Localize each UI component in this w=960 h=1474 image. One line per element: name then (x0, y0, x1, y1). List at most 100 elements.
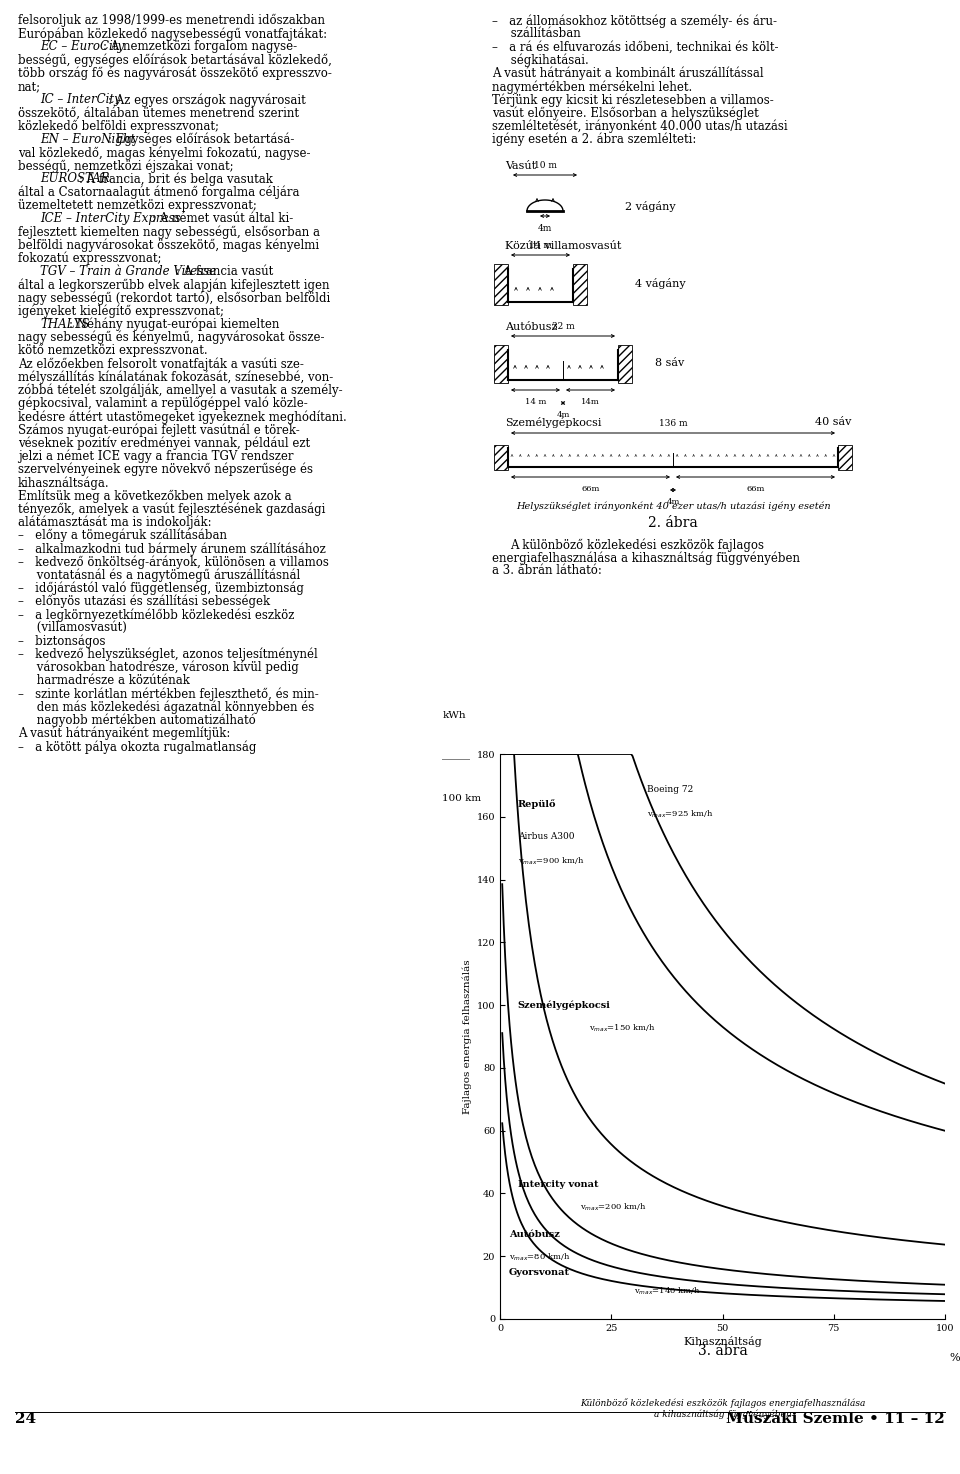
Text: –   biztonságos: – biztonságos (18, 634, 106, 649)
Text: Az előzőekben felsorolt vonatfajták a vasúti sze-: Az előzőekben felsorolt vonatfajták a va… (18, 357, 304, 370)
Text: 2 vágány: 2 vágány (625, 200, 676, 211)
Text: –   előnyös utazási és szállítási sebességek: – előnyös utazási és szállítási sebesség… (18, 595, 270, 609)
Text: Repülő: Repülő (517, 799, 556, 809)
Text: TGV – Train à Grande Vitesse: TGV – Train à Grande Vitesse (40, 265, 216, 277)
Bar (618, 345, 632, 383)
Text: THALYS: THALYS (40, 317, 89, 330)
Text: vasút előnyeire. Elsősorban a helyszükséglet: vasút előnyeire. Elsősorban a helyszüksé… (492, 106, 758, 119)
Text: v$_{max}$=140 km/h: v$_{max}$=140 km/h (634, 1285, 700, 1297)
Text: : A német vasút által ki-: : A német vasút által ki- (152, 212, 293, 226)
Bar (838, 445, 852, 470)
Text: 100 km: 100 km (443, 793, 481, 802)
Text: 2. ábra: 2. ábra (648, 516, 698, 531)
Text: városokban hatodrésze, városon kívül pedig: városokban hatodrésze, városon kívül ped… (18, 660, 299, 674)
Text: a 3. ábrán látható:: a 3. ábrán látható: (492, 565, 602, 578)
Text: szállításban: szállításban (492, 27, 581, 40)
Text: v$_{max}$=925 km/h: v$_{max}$=925 km/h (647, 809, 713, 820)
Text: : A francia, brit és belga vasutak: : A francia, brit és belga vasutak (79, 172, 273, 186)
Text: 8 sáv: 8 sáv (655, 358, 684, 368)
Text: szervelvényeinek egyre növekvő népszerűsége és: szervelvényeinek egyre növekvő népszerűs… (18, 463, 313, 476)
Text: : Az egyes országok nagyvárosait: : Az egyes országok nagyvárosait (108, 93, 305, 106)
Text: 66m: 66m (746, 485, 765, 492)
Text: –   alkalmazkodni tud bármely árunem szállításához: – alkalmazkodni tud bármely árunem száll… (18, 542, 325, 556)
Text: EN – EuroNight: EN – EuroNight (40, 133, 135, 146)
Text: –   a kötött pálya okozta rugalmatlanság: – a kötött pálya okozta rugalmatlanság (18, 740, 256, 753)
Text: fokozatú expresszvonat;: fokozatú expresszvonat; (18, 252, 161, 265)
Text: : A nemzetközi forgalom nagyse-: : A nemzetközi forgalom nagyse- (103, 40, 298, 53)
Text: v$_{max}$=150 km/h: v$_{max}$=150 km/h (589, 1023, 656, 1033)
Text: 4 vágány: 4 vágány (635, 277, 685, 289)
Text: IC – InterCity: IC – InterCity (40, 93, 121, 106)
Text: jelzi a német ICE vagy a francia TGV rendszer: jelzi a német ICE vagy a francia TGV ren… (18, 450, 294, 463)
Text: –   szinte korlátlan mértékben fejleszthető, és min-: – szinte korlátlan mértékben fejleszthet… (18, 687, 319, 700)
Text: Különböző közlekedési eszközök fajlagos energiafelhasználása
a kihasználtság füg: Különböző közlekedési eszközök fajlagos … (580, 1399, 865, 1419)
Text: összekötő, általában ütemes menetrend szerint: összekötő, általában ütemes menetrend sz… (18, 106, 299, 119)
Text: igényeket kielégítő expresszvonat;: igényeket kielégítő expresszvonat; (18, 305, 224, 318)
Text: %: % (949, 1353, 960, 1363)
Text: Közúti villamosvasút: Közúti villamosvasút (505, 242, 621, 251)
Text: Autóbusz: Autóbusz (505, 321, 558, 332)
Text: –   a legkörnyezetkímélőbb közlekedési eszköz: – a legkörnyezetkímélőbb közlekedési esz… (18, 607, 295, 622)
Text: alátámasztását ma is indokolják:: alátámasztását ma is indokolják: (18, 516, 211, 529)
Text: 24: 24 (15, 1412, 36, 1425)
Text: EC – EuroCity: EC – EuroCity (40, 40, 124, 53)
Text: Intercity vonat: Intercity vonat (517, 1181, 598, 1190)
Text: v$_{max}$=200 km/h: v$_{max}$=200 km/h (580, 1201, 647, 1213)
Text: Számos nyugat-európai fejlett vasútnál e törek-: Számos nyugat-európai fejlett vasútnál e… (18, 423, 300, 436)
Text: 4m: 4m (538, 224, 552, 233)
Y-axis label: Fajlagos energia felhasználás: Fajlagos energia felhasználás (463, 960, 472, 1114)
Text: közlekedő belföldi expresszvonat;: közlekedő belföldi expresszvonat; (18, 119, 219, 133)
Text: –   az állomásokhoz kötöttség a személy- és áru-: – az állomásokhoz kötöttség a személy- é… (492, 13, 777, 28)
Text: kötő nemzetközi expresszvonat.: kötő nemzetközi expresszvonat. (18, 343, 207, 357)
Text: belföldi nagyvárosokat összekötő, magas kényelmi: belföldi nagyvárosokat összekötő, magas … (18, 239, 319, 252)
Text: 136 m: 136 m (659, 419, 687, 427)
Text: v$_{max}$=900 km/h: v$_{max}$=900 km/h (517, 856, 585, 867)
Text: vontatásnál és a nagytömegű áruszállításnál: vontatásnál és a nagytömegű áruszállítás… (18, 569, 300, 582)
Text: 66m: 66m (582, 485, 600, 492)
Text: v$_{max}$=80 km/h: v$_{max}$=80 km/h (509, 1251, 570, 1263)
Text: üzemeltetett nemzetközi expresszvonat;: üzemeltetett nemzetközi expresszvonat; (18, 199, 257, 212)
Text: Európában közlekedő nagysebességű vonatfajtákat:: Európában közlekedő nagysebességű vonatf… (18, 27, 327, 41)
Text: A vasút hátrányait a kombinált áruszállítással: A vasút hátrányait a kombinált áruszállí… (492, 66, 763, 80)
Text: több ország fő és nagyvárosát összekötő expresszvo-: több ország fő és nagyvárosát összekötő … (18, 66, 332, 80)
Text: nagy sebességű és kényelmű, nagyvárosokat össze-: nagy sebességű és kényelmű, nagyvárosoka… (18, 330, 324, 345)
Text: –   a rá és elfuvarozás időbeni, technikai és költ-: – a rá és elfuvarozás időbeni, technikai… (492, 40, 779, 53)
Text: nagymértékben mérsékelni lehet.: nagymértékben mérsékelni lehet. (492, 80, 692, 93)
Text: A különböző közlekedési eszközök fajlagos: A különböző közlekedési eszközök fajlago… (510, 538, 764, 551)
Text: den más közlekedési ágazatnál könnyebben és: den más közlekedési ágazatnál könnyebben… (18, 700, 314, 713)
Text: 10 m: 10 m (534, 161, 557, 170)
Text: által a legkorszerűbb elvek alapján kifejlesztett igen: által a legkorszerűbb elvek alapján kife… (18, 279, 329, 292)
Text: : Egységes előírások betartásá-: : Egységes előírások betartásá- (108, 133, 295, 146)
Bar (494, 445, 508, 470)
Text: véseknek pozitív eredményei vannak, például ezt: véseknek pozitív eredményei vannak, péld… (18, 436, 310, 450)
Text: : A francia vasút: : A francia vasút (176, 265, 273, 277)
Bar (573, 264, 587, 305)
Text: mélyszállítás kínálatának fokozását, színesebbé, von-: mélyszállítás kínálatának fokozását, szí… (18, 370, 333, 383)
Text: tényezők, amelyek a vasút fejlesztésének gazdasági: tényezők, amelyek a vasút fejlesztésének… (18, 503, 325, 516)
Text: bességű, egységes előírások betartásával közlekedő,: bességű, egységes előírások betartásával… (18, 53, 332, 68)
Text: –   előny a tömegáruk szállításában: – előny a tömegáruk szállításában (18, 529, 227, 542)
Text: szemléltetését, irányonként 40.000 utas/h utazási: szemléltetését, irányonként 40.000 utas/… (492, 119, 787, 133)
Text: kedésre áttért utastömegeket igyekeznek meghódítani.: kedésre áttért utastömegeket igyekeznek … (18, 410, 347, 423)
Text: Személygépkocsi: Személygépkocsi (505, 417, 602, 427)
Text: bességű, nemzetközi éjszakai vonat;: bességű, nemzetközi éjszakai vonat; (18, 159, 233, 172)
Text: nat;: nat; (18, 80, 41, 93)
Text: Térjünk egy kicsit ki részletesebben a villamos-: Térjünk egy kicsit ki részletesebben a v… (492, 93, 774, 106)
Text: Személygépkocsi: Személygépkocsi (517, 1001, 611, 1010)
Text: Autóbusz: Autóbusz (509, 1231, 560, 1240)
Text: igény esetén a 2. ábra szemlélteti:: igény esetén a 2. ábra szemlélteti: (492, 133, 696, 146)
Text: –   kedvező helyszükséglet, azonos teljesítménynél: – kedvező helyszükséglet, azonos teljesí… (18, 647, 318, 662)
Text: 32 m: 32 m (552, 321, 574, 332)
Text: 4m: 4m (556, 411, 569, 419)
Text: energiafelhasználása a kihasználtság függvényében: energiafelhasználása a kihasználtság füg… (492, 551, 800, 565)
Text: Airbus A300: Airbus A300 (517, 831, 574, 840)
Text: 3. ábra: 3. ábra (698, 1344, 748, 1358)
Text: Helyszükséglet irányonként 40 ezer utas/h utazási igény esetén: Helyszükséglet irányonként 40 ezer utas/… (516, 501, 830, 510)
Text: Boeing 72: Boeing 72 (647, 784, 693, 793)
Bar (494, 345, 508, 383)
Text: 40 sáv: 40 sáv (815, 417, 852, 427)
Text: nagy sebességű (rekordot tartó), elsősorban belföldi: nagy sebességű (rekordot tartó), elsősor… (18, 292, 330, 305)
Text: 14m: 14m (581, 398, 600, 405)
Text: Vasút: Vasút (505, 161, 536, 171)
Text: –   időjárástól való függetlenség, üzembiztonság: – időjárástól való függetlenség, üzembiz… (18, 582, 304, 595)
